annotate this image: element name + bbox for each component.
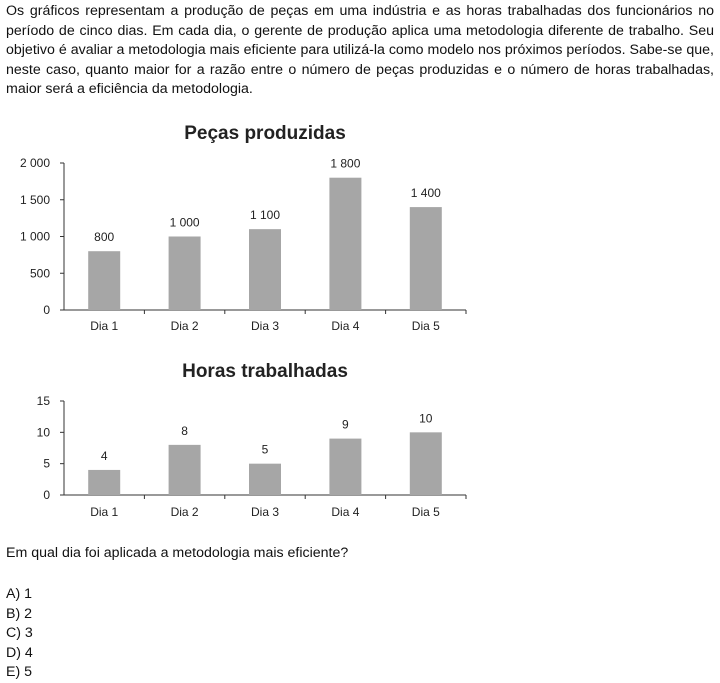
- horas-trabalhadas-chart-svg: Horas trabalhadas 0 5 10 15 4 Dia 1 8 Dia 2 5 Dia …: [37, 361, 467, 519]
- pecas-produzidas-category-label: Dia 1: [90, 319, 118, 333]
- pecas-produzidas-bar-dia-2: [168, 236, 201, 310]
- pecas-produzidas-bar-dia-3: [249, 229, 281, 310]
- pecas-produzidas-y-tick-label: 1 500: [20, 193, 50, 207]
- horas-trabalhadas-data-label: 4: [101, 449, 108, 463]
- horas-trabalhadas-y-tick-label: 0: [43, 488, 50, 502]
- horas-trabalhadas-bar-dia-3: [249, 463, 281, 495]
- horas-trabalhadas-data-label: 10: [419, 411, 433, 425]
- horas-trabalhadas-bar-dia-5: [409, 432, 442, 495]
- option-c[interactable]: C) 3: [6, 625, 33, 642]
- horas-trabalhadas-category-label: Dia 2: [171, 505, 199, 519]
- horas-trabalhadas-category-label: Dia 4: [331, 505, 359, 519]
- pecas-produzidas-data-label: 800: [94, 230, 114, 244]
- pecas-produzidas-category-label: Dia 4: [331, 319, 359, 333]
- horas-trabalhadas-y-tick-label: 5: [43, 457, 50, 471]
- pecas-produzidas-bar-dia-5: [409, 207, 442, 310]
- pecas-produzidas-category-label: Dia 3: [251, 319, 279, 333]
- horas-trabalhadas-data-label: 5: [262, 443, 269, 457]
- pecas-produzidas-y-tick-label: 500: [30, 266, 50, 280]
- pecas-produzidas-data-label: 1 800: [330, 157, 360, 171]
- pecas-produzidas-y-tick-label: 0: [43, 303, 50, 317]
- horas-trabalhadas-category-label: Dia 5: [412, 505, 440, 519]
- option-a[interactable]: A) 1: [6, 586, 33, 602]
- option-e[interactable]: E) 5: [6, 664, 33, 681]
- horas-trabalhadas-chart: Horas trabalhadas 0 5 10 15 4 Dia 1 8 Dia 2 5 Dia …: [0, 355, 520, 525]
- pecas-produzidas-bar-dia-4: [329, 177, 362, 310]
- pecas-produzidas-data-label: 1 100: [250, 208, 280, 222]
- pecas-produzidas-data-label: 1 000: [170, 216, 200, 230]
- horas-trabalhadas-bar-dia-4: [329, 438, 362, 495]
- option-d[interactable]: D) 4: [6, 644, 33, 661]
- horas-trabalhadas-y-tick-label: 15: [37, 394, 51, 408]
- horas-trabalhadas-y-tick-label: 10: [37, 425, 51, 439]
- pecas-produzidas-title: Peças produzidas: [184, 123, 346, 144]
- pecas-produzidas-chart: Peças produzidas 0 500 1 000 1 500 2 000 800 Di…: [0, 115, 520, 340]
- pecas-produzidas-data-label: 1 400: [411, 186, 441, 200]
- pecas-produzidas-y-tick-label: 2 000: [20, 156, 50, 170]
- question-prompt: Em qual dia foi aplicada a metodologia m…: [6, 545, 349, 561]
- question-statement: Os gráficos representam a produção de pe…: [6, 3, 714, 97]
- pecas-produzidas-category-label: Dia 5: [412, 319, 440, 333]
- horas-trabalhadas-data-label: 9: [342, 418, 349, 432]
- answer-options: A) 1 B) 2 C) 3 D) 4 E) 5: [6, 585, 33, 683]
- horas-trabalhadas-data-label: 8: [181, 424, 188, 438]
- pecas-produzidas-category-label: Dia 2: [171, 319, 199, 333]
- pecas-produzidas-bar-dia-1: [88, 251, 121, 310]
- horas-trabalhadas-category-label: Dia 1: [90, 505, 118, 519]
- horas-trabalhadas-bar-dia-2: [168, 444, 201, 495]
- horas-trabalhadas-category-label: Dia 3: [251, 505, 279, 519]
- horas-trabalhadas-bar-dia-1: [88, 469, 121, 495]
- horas-trabalhadas-title: Horas trabalhadas: [182, 361, 348, 382]
- pecas-produzidas-y-tick-label: 1 000: [20, 230, 50, 244]
- pecas-produzidas-chart-svg: Peças produzidas 0 500 1 000 1 500 2 000 800 Di…: [20, 123, 467, 333]
- option-b[interactable]: B) 2: [6, 605, 33, 622]
